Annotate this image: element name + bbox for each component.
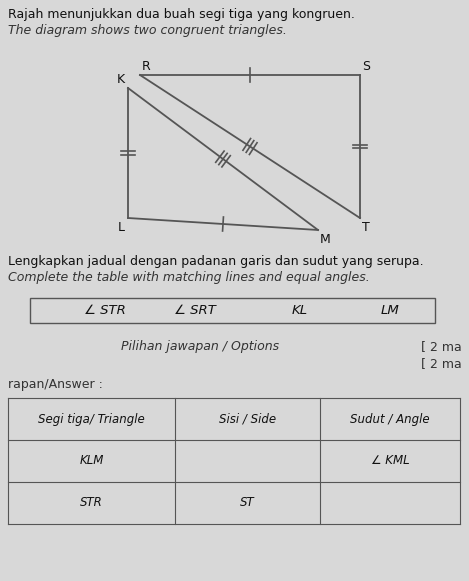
Text: Lengkapkan jadual dengan padanan garis dan sudut yang serupa.: Lengkapkan jadual dengan padanan garis d… xyxy=(8,255,424,268)
Text: [ 2 ma: [ 2 ma xyxy=(421,340,462,353)
Text: Complete the table with matching lines and equal angles.: Complete the table with matching lines a… xyxy=(8,271,370,284)
Text: Pilihan jawapan / Options: Pilihan jawapan / Options xyxy=(121,340,279,353)
Text: L: L xyxy=(118,221,125,234)
Text: ST: ST xyxy=(240,497,255,510)
Text: The diagram shows two congruent triangles.: The diagram shows two congruent triangle… xyxy=(8,24,287,37)
Text: ∠ STR: ∠ STR xyxy=(84,304,126,317)
Text: KL: KL xyxy=(292,304,308,317)
Text: M: M xyxy=(320,233,331,246)
Text: Segi tiga/ Triangle: Segi tiga/ Triangle xyxy=(38,413,145,425)
Text: T: T xyxy=(362,221,370,234)
Text: Sisi / Side: Sisi / Side xyxy=(219,413,276,425)
Text: S: S xyxy=(362,60,370,73)
Text: KLM: KLM xyxy=(79,454,104,468)
Text: R: R xyxy=(142,60,151,73)
Text: [ 2 ma: [ 2 ma xyxy=(421,357,462,370)
Text: STR: STR xyxy=(80,497,103,510)
Text: Sudut / Angle: Sudut / Angle xyxy=(350,413,430,425)
Text: ∠ KML: ∠ KML xyxy=(371,454,409,468)
Text: Rajah menunjukkan dua buah segi tiga yang kongruen.: Rajah menunjukkan dua buah segi tiga yan… xyxy=(8,8,355,21)
Text: ∠ SRT: ∠ SRT xyxy=(174,304,216,317)
Bar xyxy=(30,298,435,323)
Text: LM: LM xyxy=(381,304,400,317)
Text: K: K xyxy=(117,73,125,86)
Text: rapan/Answer :: rapan/Answer : xyxy=(8,378,103,391)
